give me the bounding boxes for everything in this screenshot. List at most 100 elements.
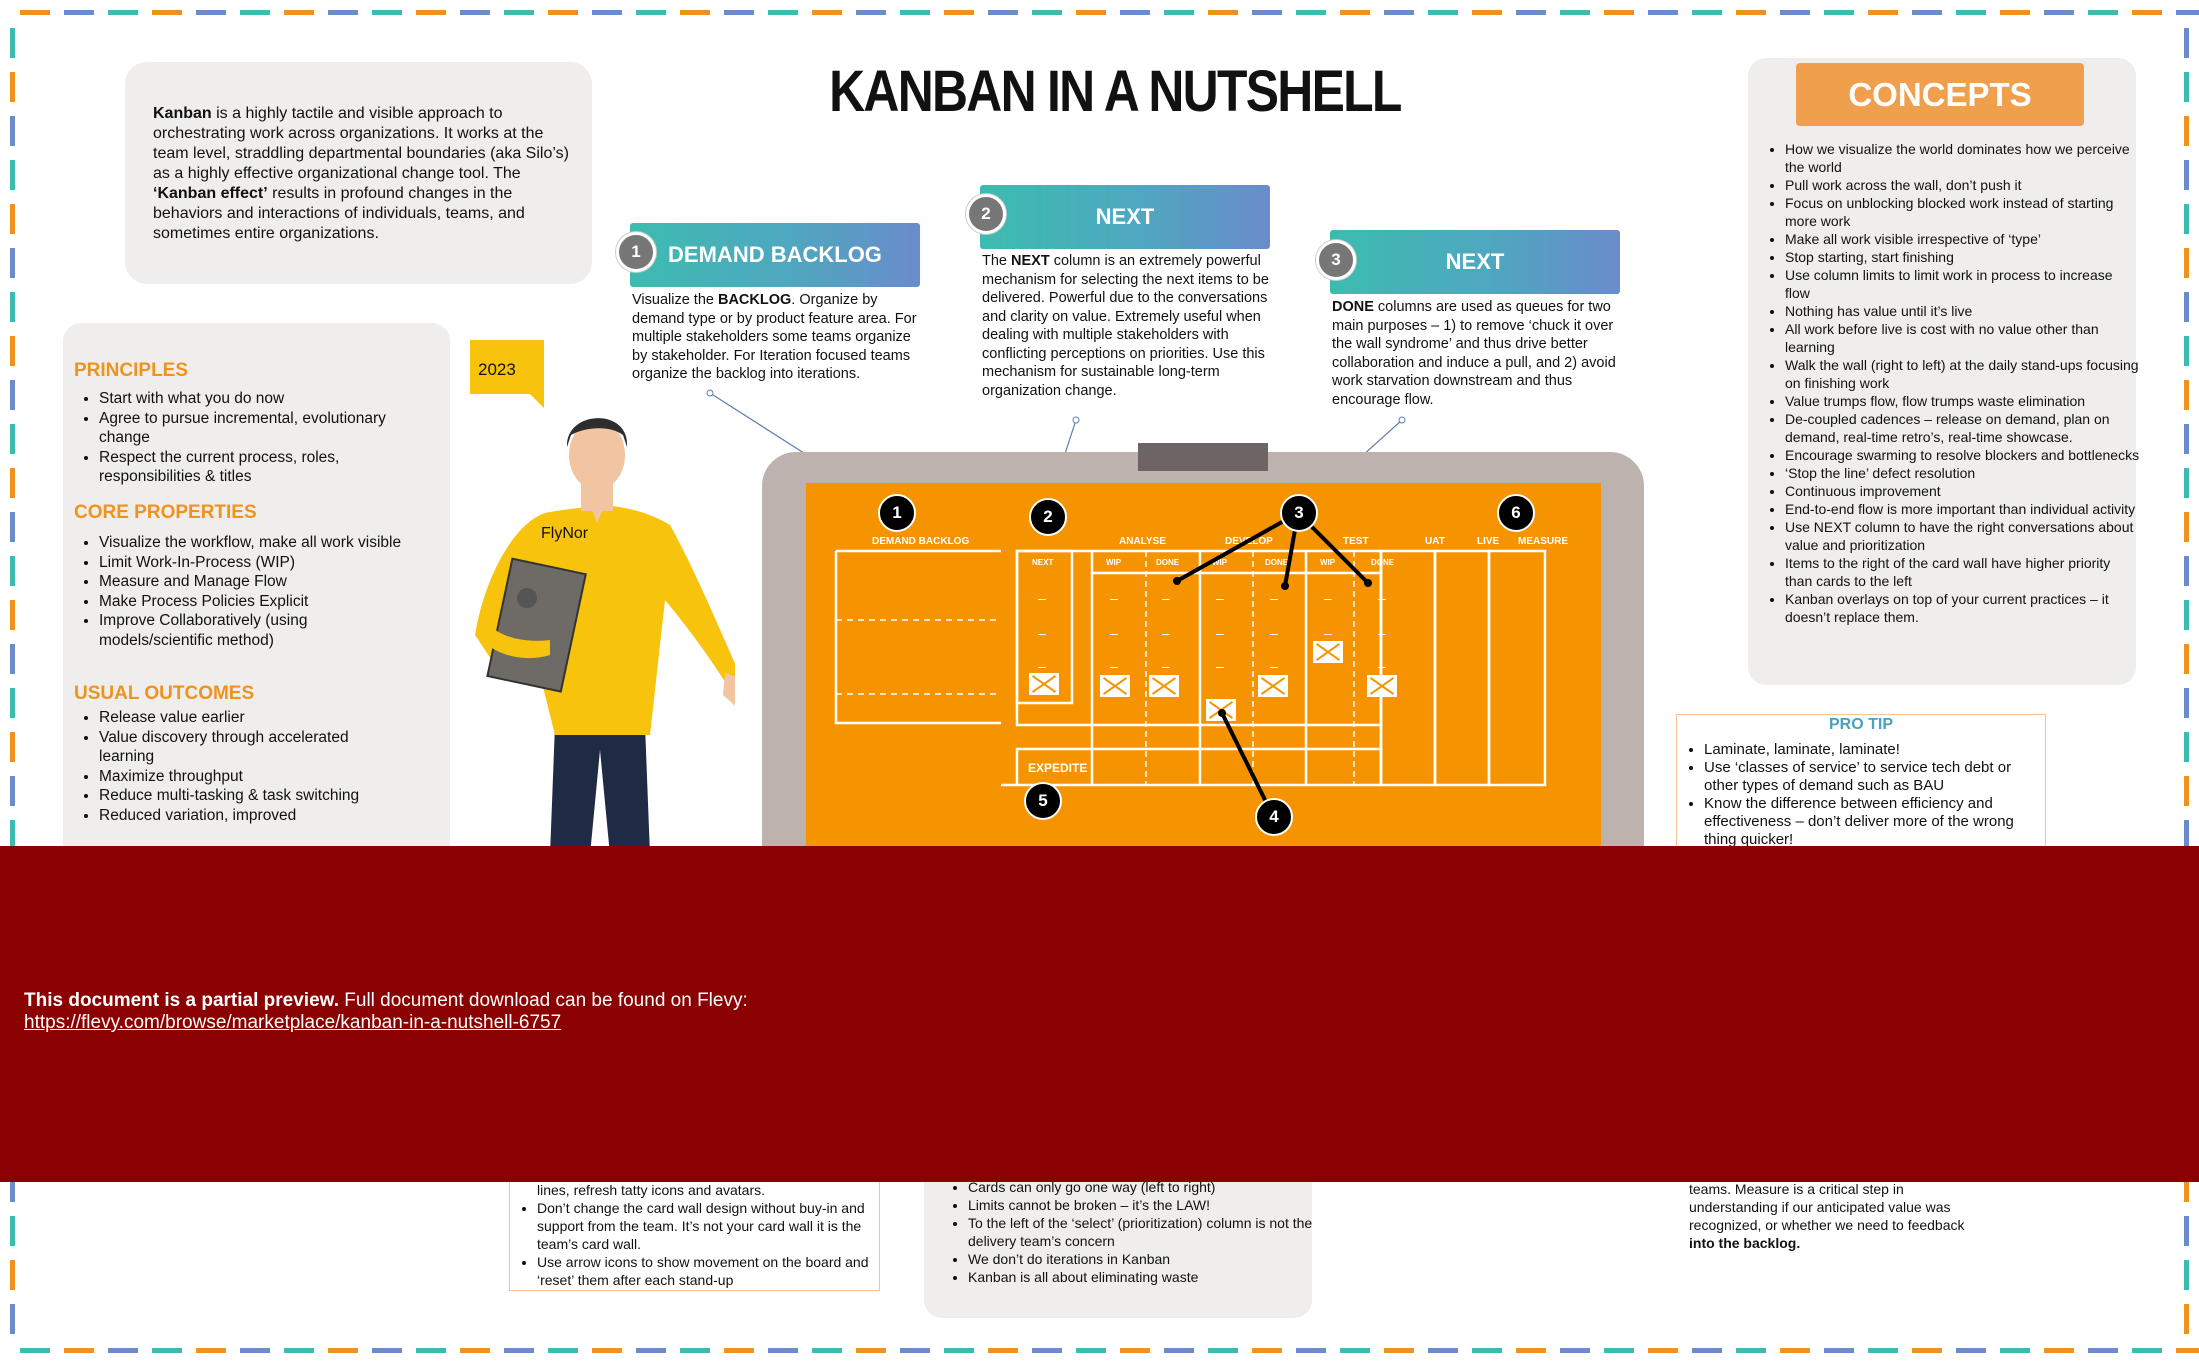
border-dash bbox=[2184, 556, 2189, 586]
intro-text-1: is a highly tactile and visible approach… bbox=[153, 105, 569, 182]
border-dash bbox=[284, 10, 314, 15]
list-item: Don’t change the card wall design withou… bbox=[537, 1199, 887, 1253]
border-dash bbox=[2184, 688, 2189, 718]
board-marker-5: 5 bbox=[1024, 782, 1062, 820]
border-dash bbox=[328, 10, 358, 15]
border-dash bbox=[416, 1348, 446, 1353]
list-item: De-coupled cadences – release on demand,… bbox=[1785, 410, 2140, 446]
border-dash bbox=[2184, 116, 2189, 146]
board-sub-wip: WIP bbox=[1106, 558, 1122, 567]
border-dash bbox=[460, 1348, 490, 1353]
step-1-badge: 1 bbox=[616, 232, 656, 272]
border-dash bbox=[1956, 1348, 1986, 1353]
border-dash bbox=[10, 248, 15, 278]
border-dash bbox=[768, 1348, 798, 1353]
border-dash bbox=[2184, 1216, 2189, 1246]
border-dash bbox=[1912, 10, 1942, 15]
concepts-list: How we visualize the world dominates how… bbox=[1760, 140, 2140, 626]
border-dash bbox=[10, 1260, 15, 1290]
border-dash bbox=[10, 600, 15, 630]
list-item: How we visualize the world dominates how… bbox=[1785, 140, 2140, 176]
border-dash bbox=[856, 1348, 886, 1353]
board-dash: – bbox=[1162, 658, 1170, 674]
list-item: Limit Work-In-Process (WIP) bbox=[99, 553, 409, 573]
border-dash bbox=[636, 10, 666, 15]
list-item: Make Process Policies Explicit bbox=[99, 592, 409, 612]
border-dash bbox=[64, 1348, 94, 1353]
list-item: Walk the wall (right to left) at the dai… bbox=[1785, 356, 2140, 392]
border-dash bbox=[2184, 380, 2189, 410]
border-dash bbox=[548, 10, 578, 15]
principles-panel bbox=[63, 323, 450, 883]
border-dash bbox=[1076, 1348, 1106, 1353]
board-sub-done: DONE bbox=[1265, 558, 1289, 567]
bottom-right-text-body: teams. Measure is a critical step in und… bbox=[1689, 1181, 1965, 1233]
border-dash bbox=[2088, 10, 2118, 15]
border-dash bbox=[504, 1348, 534, 1353]
board-expedite-label: EXPEDITE bbox=[1028, 761, 1088, 775]
border-dash bbox=[1428, 10, 1458, 15]
border-dash bbox=[2088, 1348, 2118, 1353]
banner-label: NEXT bbox=[1445, 249, 1505, 274]
board-column-test: TEST bbox=[1343, 536, 1369, 547]
desc-bold: DONE bbox=[1332, 299, 1374, 315]
border-dash bbox=[1340, 1348, 1370, 1353]
border-dash bbox=[2184, 732, 2189, 762]
list-item: Release value earlier bbox=[99, 708, 369, 728]
board-column-demand-backlog: DEMAND BACKLOG bbox=[872, 536, 970, 547]
board-dash: – bbox=[1110, 625, 1118, 641]
flevy-download-link[interactable]: https://flevy.com/browse/marketplace/kan… bbox=[24, 1012, 562, 1033]
concepts-panel bbox=[1748, 58, 2136, 685]
border-dash bbox=[1428, 1348, 1458, 1353]
border-dash bbox=[592, 10, 622, 15]
intro-text-2: results in profound changes in the behav… bbox=[153, 185, 525, 242]
border-dash bbox=[988, 1348, 1018, 1353]
list-item: We don’t do iterations in Kanban bbox=[968, 1250, 1318, 1268]
list-item: Limits cannot be broken – it’s the LAW! bbox=[968, 1196, 1318, 1214]
list-item: ‘Stop the line’ defect resolution bbox=[1785, 464, 2140, 482]
border-dash bbox=[196, 10, 226, 15]
border-dash bbox=[10, 688, 15, 718]
list-item: Stop starting, start finishing bbox=[1785, 248, 2140, 266]
intro-text: Kanban is a highly tactile and visible a… bbox=[153, 104, 573, 244]
border-dash bbox=[10, 776, 15, 806]
border-dash bbox=[1120, 10, 1150, 15]
board-sub-next: NEXT bbox=[1032, 558, 1054, 567]
board-dash: – bbox=[1110, 658, 1118, 674]
board-dash: – bbox=[1216, 658, 1224, 674]
border-dash bbox=[1340, 10, 1370, 15]
list-item: Encourage swarming to resolve blockers a… bbox=[1785, 446, 2140, 464]
border-dash bbox=[2184, 600, 2189, 630]
list-item: Focus on unblocking blocked work instead… bbox=[1785, 194, 2140, 230]
border-dash bbox=[1560, 10, 1590, 15]
border-dash bbox=[20, 1348, 50, 1353]
border-dash bbox=[372, 10, 402, 15]
border-dash bbox=[416, 10, 446, 15]
pro-tip-heading: PRO TIP bbox=[1828, 716, 1893, 733]
border-dash bbox=[1868, 10, 1898, 15]
board-dash: – bbox=[1270, 590, 1278, 606]
border-dash bbox=[2132, 10, 2162, 15]
board-handle bbox=[1138, 443, 1268, 471]
banner-next-1: NEXT bbox=[980, 185, 1270, 249]
border-dash bbox=[2044, 1348, 2074, 1353]
list-item: End-to-end flow is more important than i… bbox=[1785, 500, 2140, 518]
list-item: lines, refresh tatty icons and avatars. bbox=[537, 1182, 765, 1198]
board-sub-wip: WIP bbox=[1320, 558, 1336, 567]
desc-text: column is an extremely powerful mechanis… bbox=[982, 253, 1269, 399]
banner-label: DEMAND BACKLOG bbox=[668, 242, 882, 267]
preview-message: This document is a partial preview. Full… bbox=[24, 990, 748, 1034]
banner-label: NEXT bbox=[1095, 204, 1155, 229]
list-item: Continuous improvement bbox=[1785, 482, 2140, 500]
list-item: Agree to pursue incremental, evolutionar… bbox=[99, 409, 399, 448]
board-dash: – bbox=[1038, 590, 1046, 606]
border-dash bbox=[680, 1348, 710, 1353]
list-item: Measure and Manage Flow bbox=[99, 572, 409, 592]
border-dash bbox=[1516, 10, 1546, 15]
concepts-heading: CONCEPTS bbox=[1796, 63, 2084, 126]
list-item: Use column limits to limit work in proce… bbox=[1785, 266, 2140, 302]
border-dash bbox=[1384, 1348, 1414, 1353]
list-item: Know the difference between efficiency a… bbox=[1704, 795, 2044, 849]
border-dash bbox=[2184, 512, 2189, 542]
border-dash bbox=[240, 1348, 270, 1353]
